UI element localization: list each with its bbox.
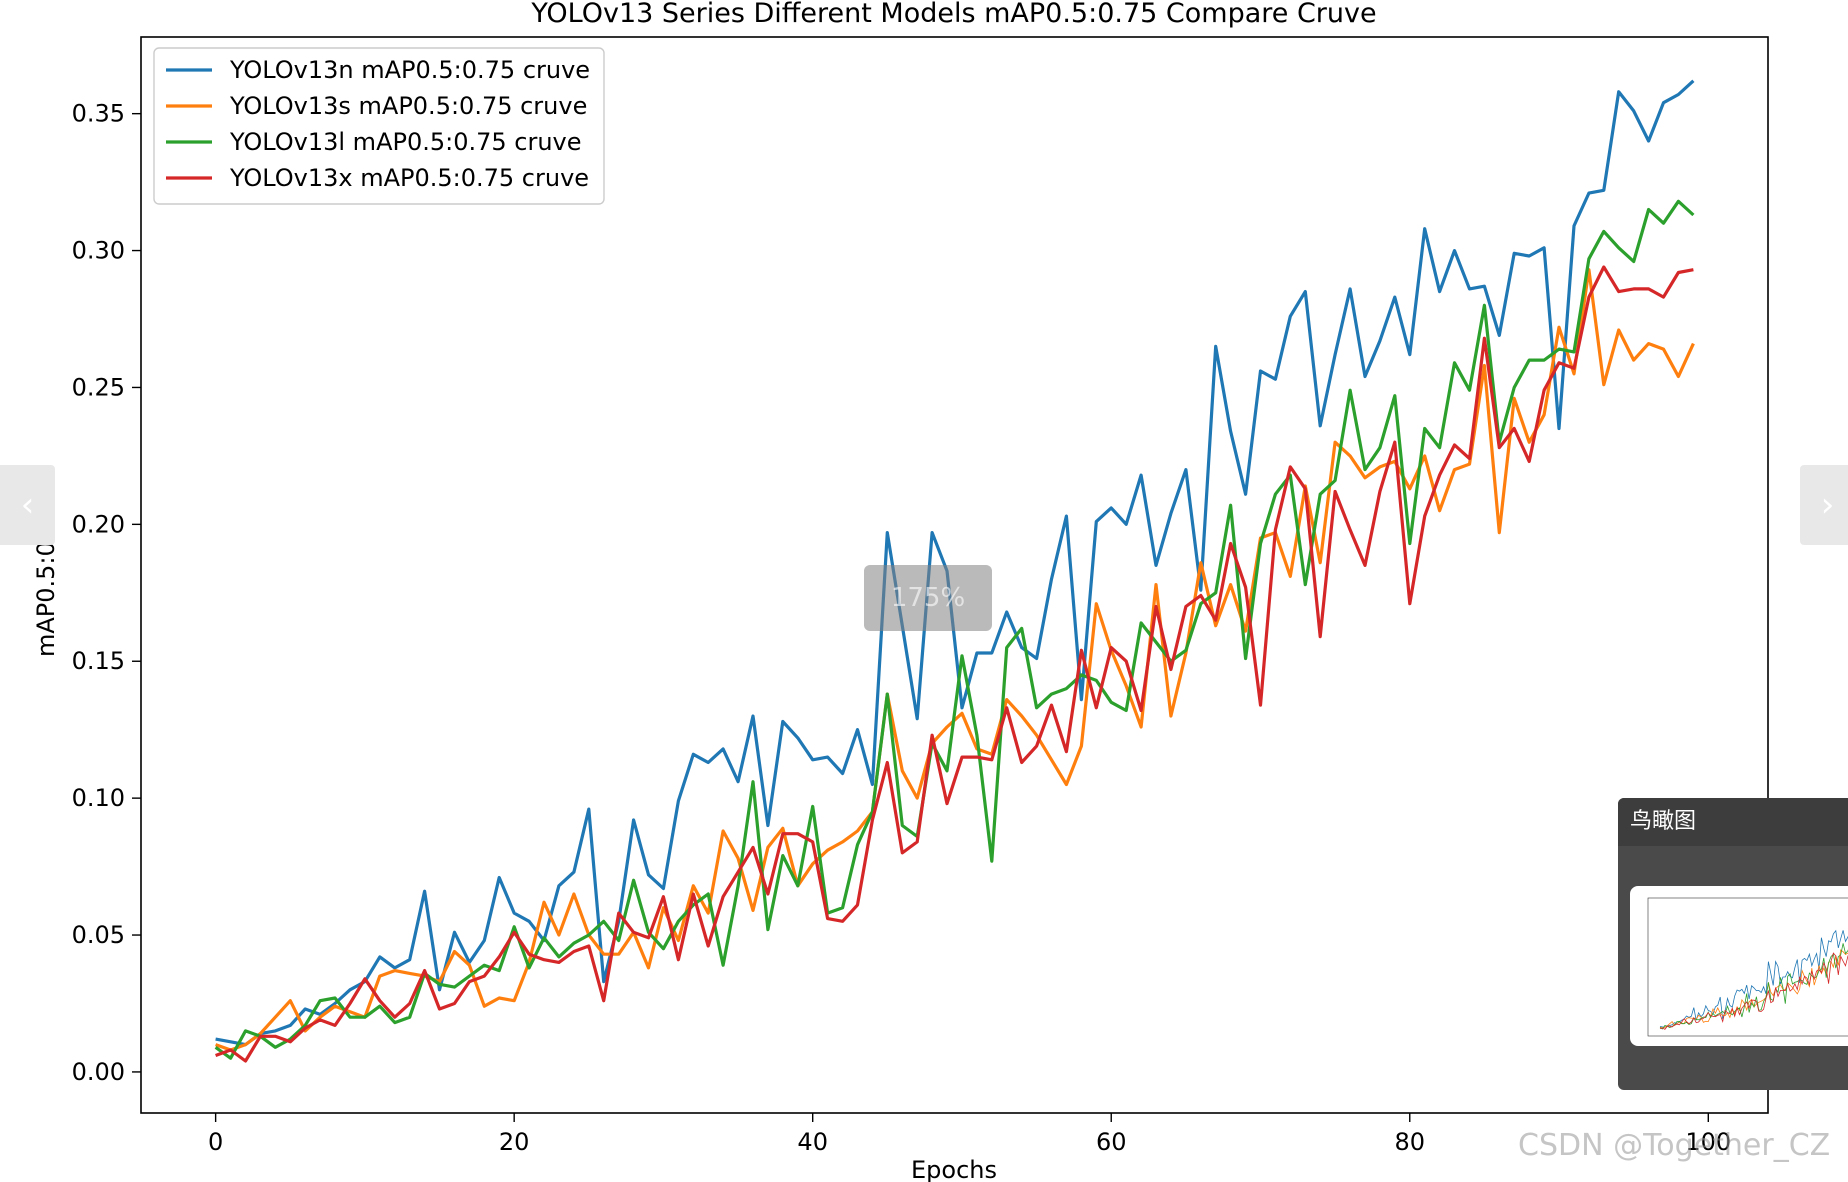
chevron-right-icon[interactable]: › (1800, 465, 1848, 545)
chart-title: YOLOv13 Series Different Models mAP0.5:0… (530, 0, 1376, 29)
x-tick-label: 80 (1394, 1128, 1425, 1156)
legend: YOLOv13n mAP0.5:0.75 cruve YOLOv13s mAP0.… (153, 47, 605, 205)
plot-frame (140, 36, 1769, 1114)
thumb-series-line (1659, 943, 1848, 1030)
series-line-2 (214, 199, 1695, 1060)
y-tick-label: 0.05 (72, 921, 125, 949)
birdseye-panel[interactable]: 鸟瞰图 (1618, 798, 1848, 1090)
y-tick-label: 0.30 (72, 237, 125, 265)
zoom-level-badge: 175% (864, 565, 992, 631)
x-tick-label: 0 (208, 1128, 223, 1156)
x-axis-label: Epochs (911, 1156, 997, 1182)
birdseye-title: 鸟瞰图 (1618, 798, 1848, 846)
thumbnail-chart (1647, 897, 1848, 1037)
series-lines (214, 79, 1695, 1063)
y-tick-label: 0.00 (72, 1058, 125, 1086)
legend-entry: YOLOv13n mAP0.5:0.75 cruve (229, 56, 590, 84)
legend-entry: YOLOv13x mAP0.5:0.75 cruve (229, 164, 589, 192)
axes: 0 20 40 60 80 100 0.00 0.05 0.10 0.15 0.20 0.25 0.30… (72, 36, 1769, 1156)
thumb-series-line (1659, 929, 1848, 1028)
x-tick-label: 40 (797, 1128, 828, 1156)
x-tick-label: 60 (1096, 1128, 1127, 1156)
y-tick-label: 0.35 (72, 100, 125, 128)
y-tick-label: 0.15 (72, 647, 125, 675)
chevron-left-icon[interactable]: ‹ (0, 465, 55, 545)
y-tick-label: 0.25 (72, 373, 125, 401)
thumb-series-line (1659, 949, 1848, 1029)
thumb-frame (1647, 897, 1848, 1037)
y-tick-label: 0.10 (72, 784, 125, 812)
legend-box (153, 47, 605, 205)
x-tick-label: 100 (1685, 1128, 1731, 1156)
thumb-series-line (1659, 952, 1848, 1030)
birdseye-thumbnail[interactable] (1630, 886, 1848, 1046)
series-line-3 (215, 265, 1694, 1063)
watermark: CSDN @Together_CZ (1518, 1128, 1831, 1163)
y-tick-label: 0.20 (72, 510, 125, 538)
legend-entry: YOLOv13l mAP0.5:0.75 cruve (229, 128, 582, 156)
x-tick-label: 20 (499, 1128, 530, 1156)
legend-entry: YOLOv13s mAP0.5:0.75 cruve (229, 92, 587, 120)
series-line-0 (215, 79, 1695, 1047)
